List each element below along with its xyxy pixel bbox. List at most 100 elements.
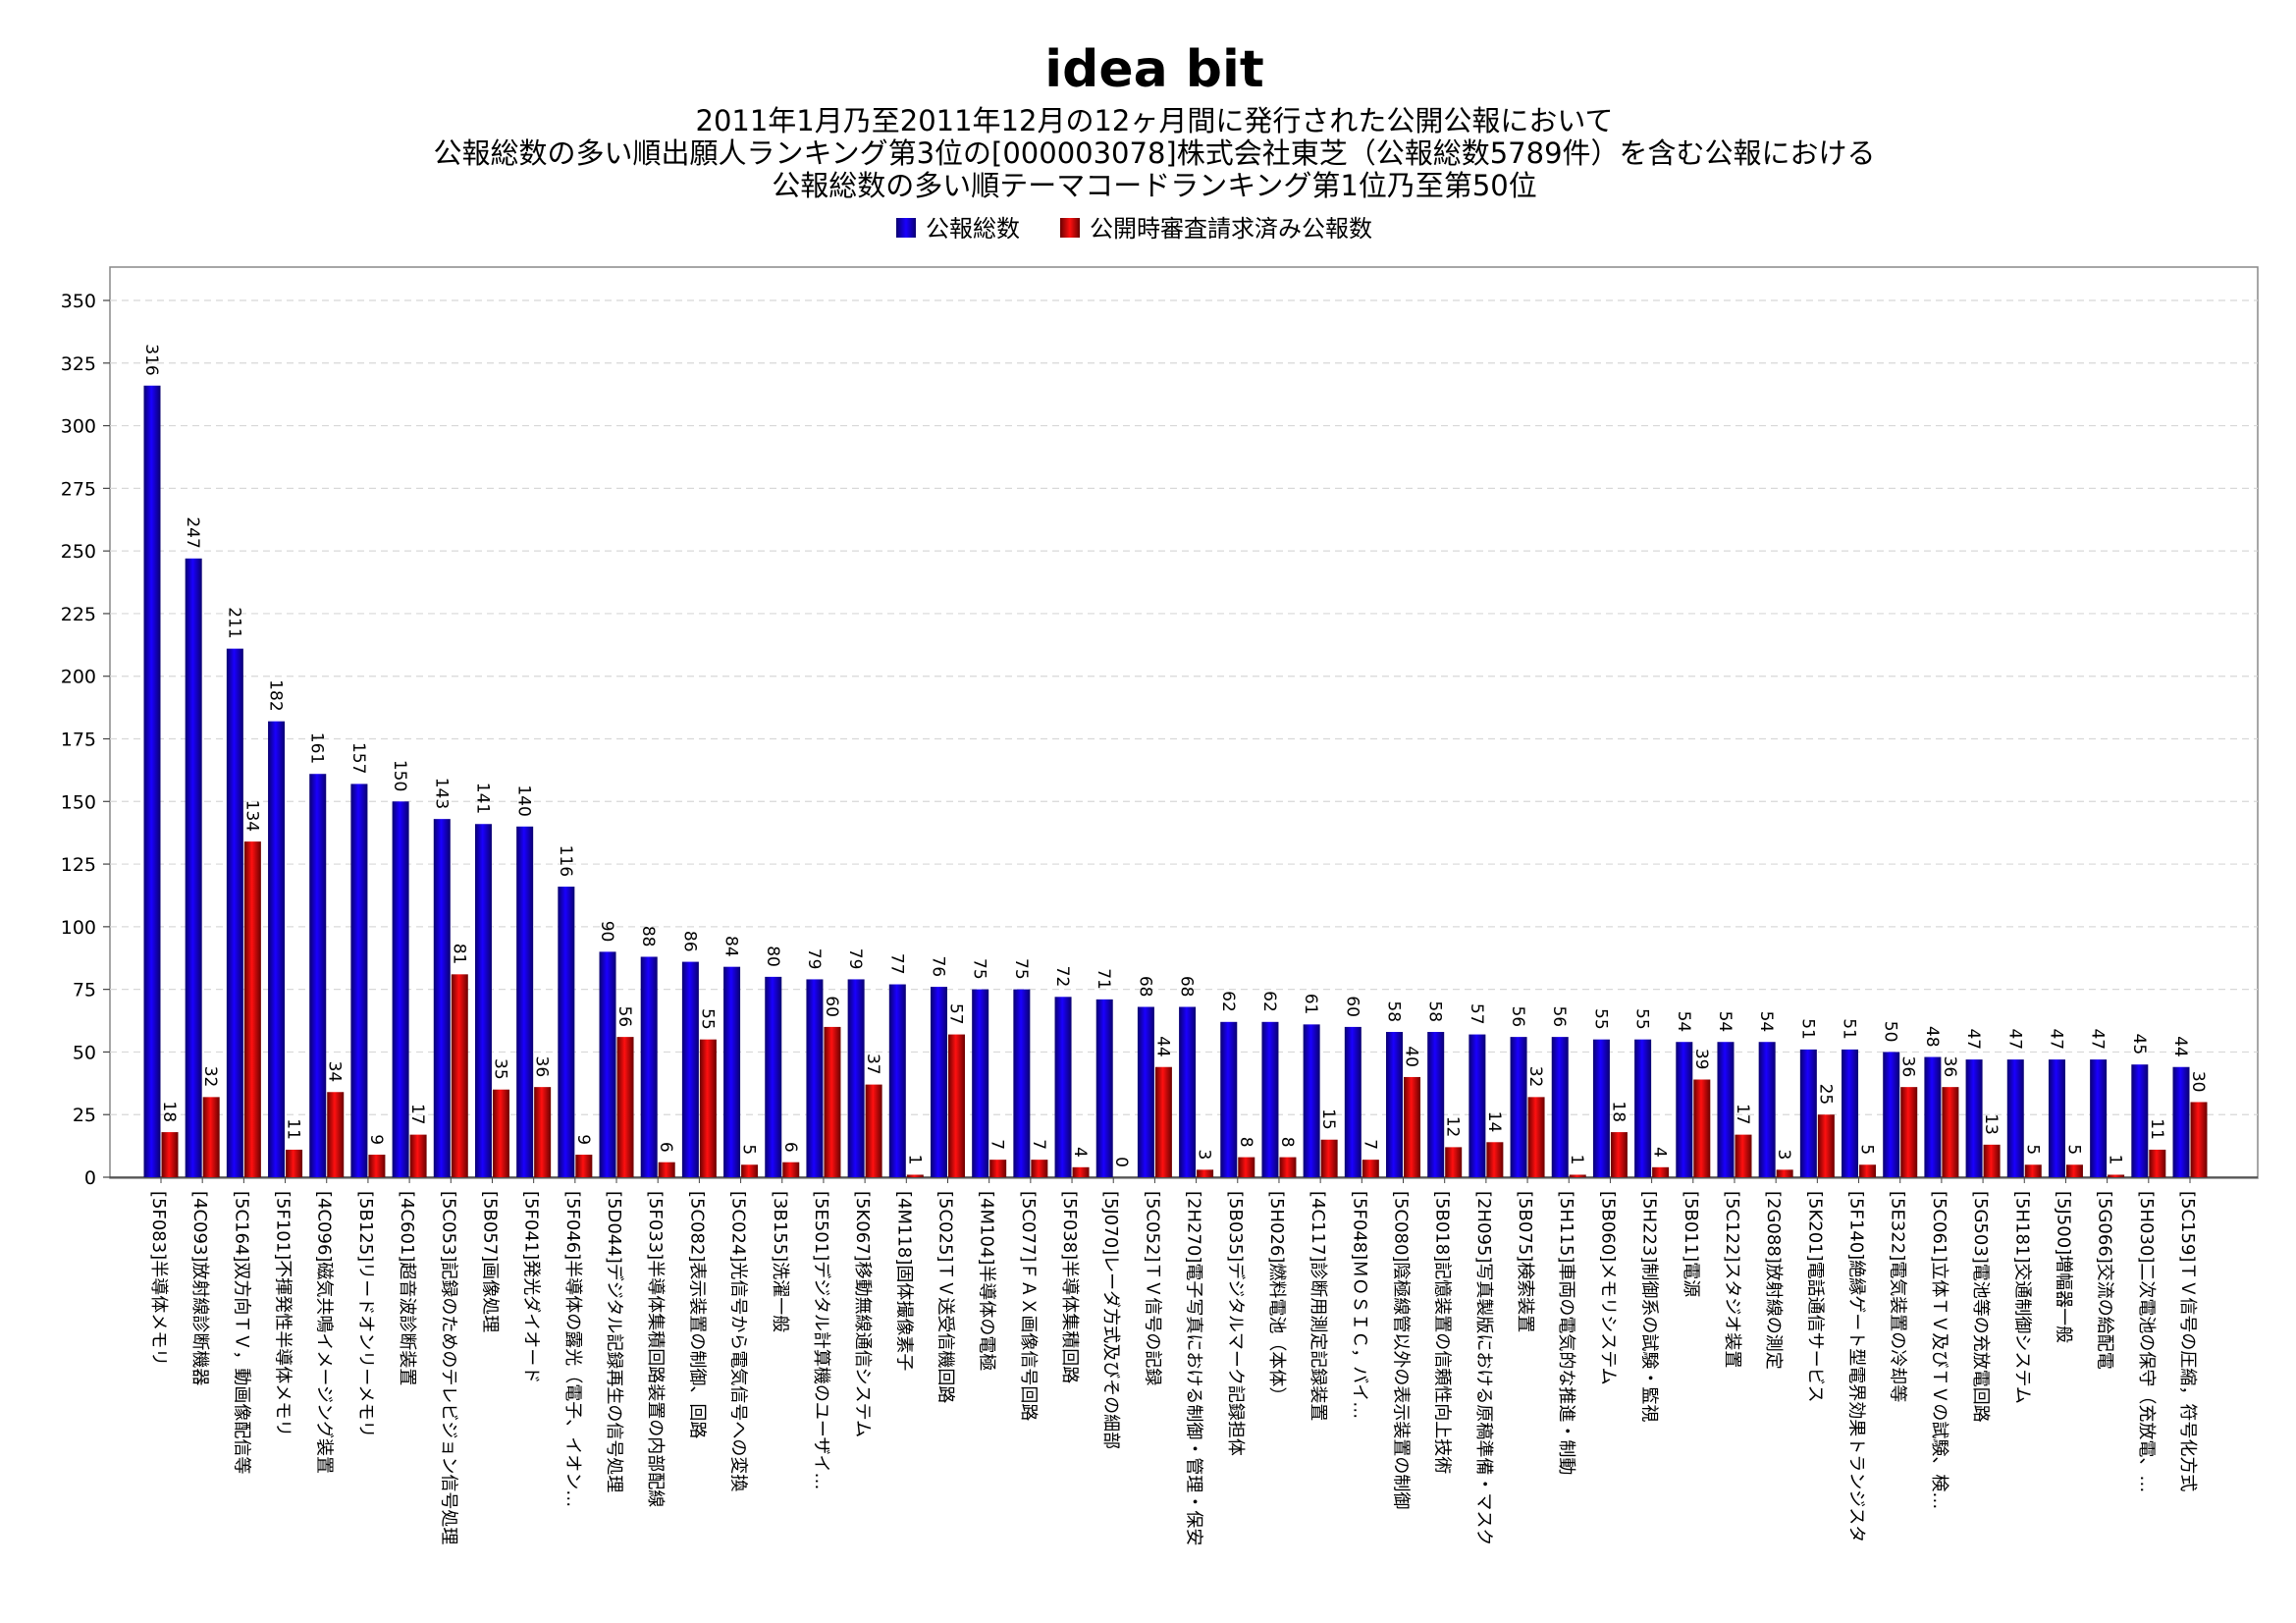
bar-total [1883, 1052, 1900, 1177]
bar-total [1551, 1037, 1569, 1177]
value-label-total: 47 [1963, 1028, 1983, 1050]
bar-requested [1735, 1134, 1752, 1177]
bar-total [930, 987, 947, 1177]
category-label: [5C061]立体ＴＶ及びＴＶの試験、検… [1929, 1191, 1949, 1509]
bar-total [599, 951, 616, 1177]
bar-total [1179, 1006, 1197, 1177]
bar-total [185, 558, 202, 1177]
category-label: [5F033]半導体集積回路装置の内部配線 [645, 1191, 666, 1507]
value-label-total: 140 [514, 784, 534, 816]
y-tick-label: 175 [61, 730, 96, 751]
category-label: [4M118]固体撮像素子 [893, 1191, 914, 1371]
value-label-requested: 9 [573, 1134, 593, 1145]
y-tick-label: 150 [61, 791, 96, 813]
value-label-requested: 4 [1070, 1147, 1090, 1158]
value-label-total: 54 [1715, 1011, 1735, 1033]
category-label: [5H223]制御系の試験・監視 [1639, 1191, 1660, 1422]
bar-total [143, 385, 161, 1178]
bar-requested [534, 1087, 552, 1177]
category-label: [5C053]記録のためのテレビジョン信号処理 [438, 1191, 458, 1544]
legend-label-requested: 公開時審査請求済み公報数 [1090, 215, 1372, 243]
bar-requested [161, 1132, 179, 1177]
bar-requested [2108, 1174, 2125, 1177]
bar-total [1013, 989, 1031, 1177]
category-label: [5H026]燃料電池（本体） [1266, 1191, 1287, 1404]
bar-requested [1072, 1166, 1090, 1177]
bar-total [1386, 1032, 1404, 1177]
y-tick-label: 25 [73, 1105, 96, 1126]
value-label-total: 56 [1508, 1005, 1527, 1027]
bar-total [1842, 1049, 1859, 1177]
value-label-requested: 1 [904, 1155, 924, 1165]
category-label: [5D044]デジタル記録再生の信号処理 [604, 1191, 624, 1492]
bar-requested [658, 1162, 675, 1177]
category-label: [5F041]発光ダイオード [521, 1191, 542, 1383]
value-label-total: 54 [1674, 1011, 1693, 1033]
value-label-total: 51 [1840, 1018, 1859, 1040]
category-label: [5F101]不揮発性半導体メモリ [273, 1191, 294, 1436]
x-axis: [5F083]半導体メモリ [4C093]放射線診断機器 [5C164]双方向ＴＶ，… [148, 1177, 2198, 1545]
bar-total [309, 774, 327, 1177]
bar-total [1261, 1021, 1279, 1177]
bar-requested [1197, 1169, 1214, 1177]
bars [143, 385, 2208, 1178]
bar-total [1054, 997, 1072, 1177]
value-label-total: 157 [348, 742, 368, 774]
category-label: [5E501]デジタル計算機のユーザイ… [811, 1191, 831, 1490]
value-label-requested: 17 [407, 1104, 427, 1125]
value-label-requested: 7 [1029, 1139, 1048, 1150]
value-label-total: 150 [390, 760, 409, 791]
bar-total [1137, 1006, 1154, 1177]
category-label: [5G066]交流の給配電 [2095, 1191, 2115, 1370]
value-label-requested: 6 [656, 1142, 675, 1153]
bar-total [972, 989, 989, 1177]
category-label: [5F048]ＭＯＳＩＣ，バイ… [1349, 1191, 1369, 1419]
bar-requested [1320, 1139, 1338, 1177]
y-tick-label: 275 [61, 478, 96, 500]
value-label-requested: 11 [284, 1118, 303, 1140]
value-label-total: 161 [307, 732, 327, 764]
category-label: [5C025]ＴＶ送受信機回路 [934, 1191, 955, 1403]
bar-total [2172, 1066, 2190, 1177]
bar-requested [2190, 1102, 2208, 1177]
bar-total [765, 976, 782, 1177]
value-label-requested: 32 [200, 1066, 220, 1088]
value-label-requested: 12 [1443, 1116, 1463, 1138]
bar-requested [906, 1174, 924, 1177]
bar-requested [782, 1162, 800, 1177]
value-label-requested: 25 [1815, 1084, 1835, 1106]
value-label-total: 79 [804, 948, 824, 970]
value-label-total: 68 [1135, 976, 1154, 998]
bar-requested [1527, 1097, 1545, 1177]
value-label-requested: 17 [1733, 1104, 1752, 1125]
category-label: [5J070]レーダ方式及びその細部 [1100, 1191, 1121, 1449]
bar-requested [616, 1037, 634, 1177]
bar-total [1592, 1039, 1610, 1177]
bar-total [226, 648, 243, 1177]
value-label-requested: 40 [1402, 1046, 1421, 1067]
value-label-total: 54 [1756, 1011, 1776, 1033]
bar-requested [327, 1092, 345, 1177]
value-label-requested: 134 [241, 800, 261, 832]
logo: idea bit [1044, 40, 1263, 99]
category-label: [5C052]ＴＶ信号の記録 [1142, 1191, 1162, 1385]
legend-swatch-total [896, 218, 916, 238]
value-label-total: 60 [1342, 996, 1362, 1017]
value-label-requested: 13 [1981, 1113, 2001, 1135]
value-label-total: 71 [1094, 968, 1113, 990]
category-label: [4C601]超音波診断装置 [397, 1191, 417, 1385]
bar-total [1965, 1059, 1983, 1177]
value-label-total: 47 [2004, 1028, 2024, 1050]
value-label-requested: 0 [1111, 1157, 1131, 1167]
value-label-total: 51 [1797, 1018, 1817, 1040]
value-label-requested: 3 [1195, 1150, 1214, 1161]
category-label: [4C093]放射線診断機器 [189, 1191, 210, 1385]
value-label-total: 55 [1590, 1008, 1610, 1030]
y-tick-label: 200 [61, 667, 96, 688]
y-tick-label: 350 [61, 291, 96, 312]
bar-requested [1404, 1076, 1421, 1177]
category-label: [5K201]電話通信サービス [1804, 1191, 1825, 1403]
bar-total [1468, 1034, 1486, 1177]
y-tick-label: 300 [61, 416, 96, 438]
category-label: [5F083]半導体メモリ [148, 1191, 169, 1366]
